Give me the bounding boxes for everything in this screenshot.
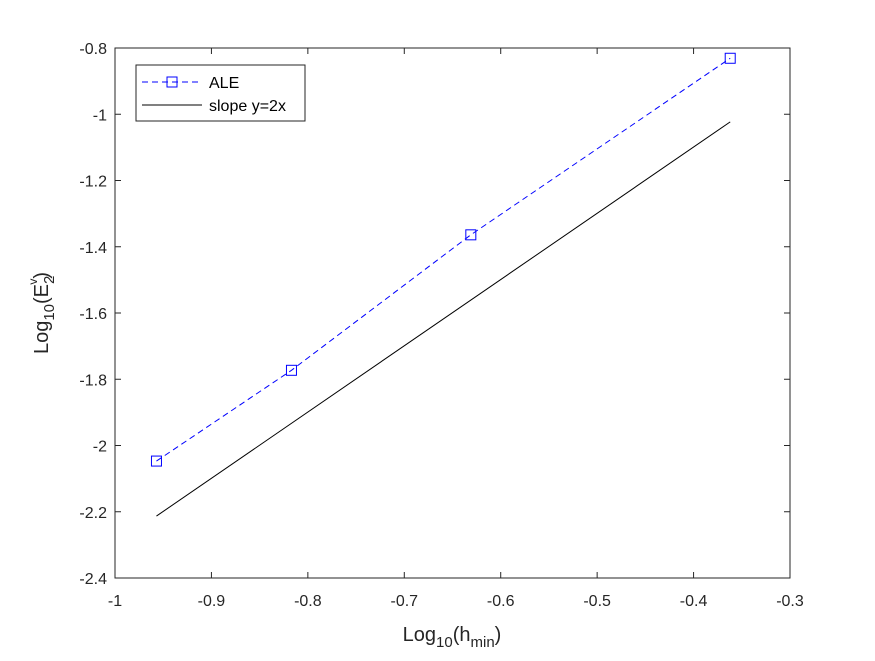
x-axis-label-sub: 10: [436, 634, 453, 651]
x-tick-label: -0.7: [390, 593, 418, 610]
legend: ALE slope y=2x: [135, 64, 306, 122]
data-point-ale: [150, 455, 162, 467]
x-tick-label: -0.8: [294, 593, 322, 610]
x-axis-label-open: (h: [453, 624, 471, 646]
y-axis-label-sub: 10: [41, 304, 58, 321]
y-tick-label: -2.2: [79, 505, 107, 522]
x-axis-label-close: ): [495, 624, 502, 646]
y-tick-label: -1.8: [79, 372, 107, 389]
legend-box: [135, 64, 306, 122]
series-line-slope: [156, 121, 731, 517]
x-tick-label: -0.5: [583, 593, 611, 610]
x-axis: -1 -0.9 -0.8 -0.7 -0.6 -0.5 -0.4 -0.3: [108, 48, 804, 610]
y-axis-label-open: (E: [31, 284, 53, 304]
x-tick-label: -1: [108, 593, 122, 610]
series-line-ale: [156, 57, 731, 462]
x-axis-label-base: Log: [403, 624, 436, 646]
x-tick-label: -0.4: [680, 593, 708, 610]
x-tick-label: -0.9: [198, 593, 226, 610]
y-axis-label-close: ): [31, 272, 53, 279]
data-point-ale: [465, 229, 477, 241]
y-tick-label: -1.4: [79, 240, 107, 257]
y-tick-label: -2: [93, 439, 107, 456]
y-tick-label: -0.8: [79, 41, 107, 58]
legend-label-ale: ALE: [209, 75, 239, 92]
y-axis-label-base: Log: [31, 321, 53, 354]
series-layer: [150, 52, 736, 517]
legend-marker-ale: [166, 76, 178, 88]
x-tick-label: -0.6: [487, 593, 515, 610]
y-tick-label: -2.4: [79, 571, 107, 588]
legend-label-slope: slope y=2x: [209, 98, 286, 115]
y-tick-label: -1.2: [79, 174, 107, 191]
x-tick-label: -0.3: [776, 593, 804, 610]
data-point-ale: [285, 364, 297, 376]
y-axis-label-var-sub: 2: [41, 276, 58, 284]
data-point-ale: [724, 52, 736, 64]
x-axis-label: Log10(hmin): [403, 624, 502, 651]
y-tick-label: -1.6: [79, 306, 107, 323]
x-axis-label-var-sub: min: [471, 634, 495, 651]
y-axis-label-var-sup: v: [26, 279, 40, 285]
y-axis-label: Log10(E2v): [26, 272, 58, 354]
y-tick-label: -1: [93, 107, 107, 124]
y-axis: -2.4 -2.2 -2 -1.8 -1.6 -1.4 -1.2 -1 -0.8: [79, 41, 790, 588]
